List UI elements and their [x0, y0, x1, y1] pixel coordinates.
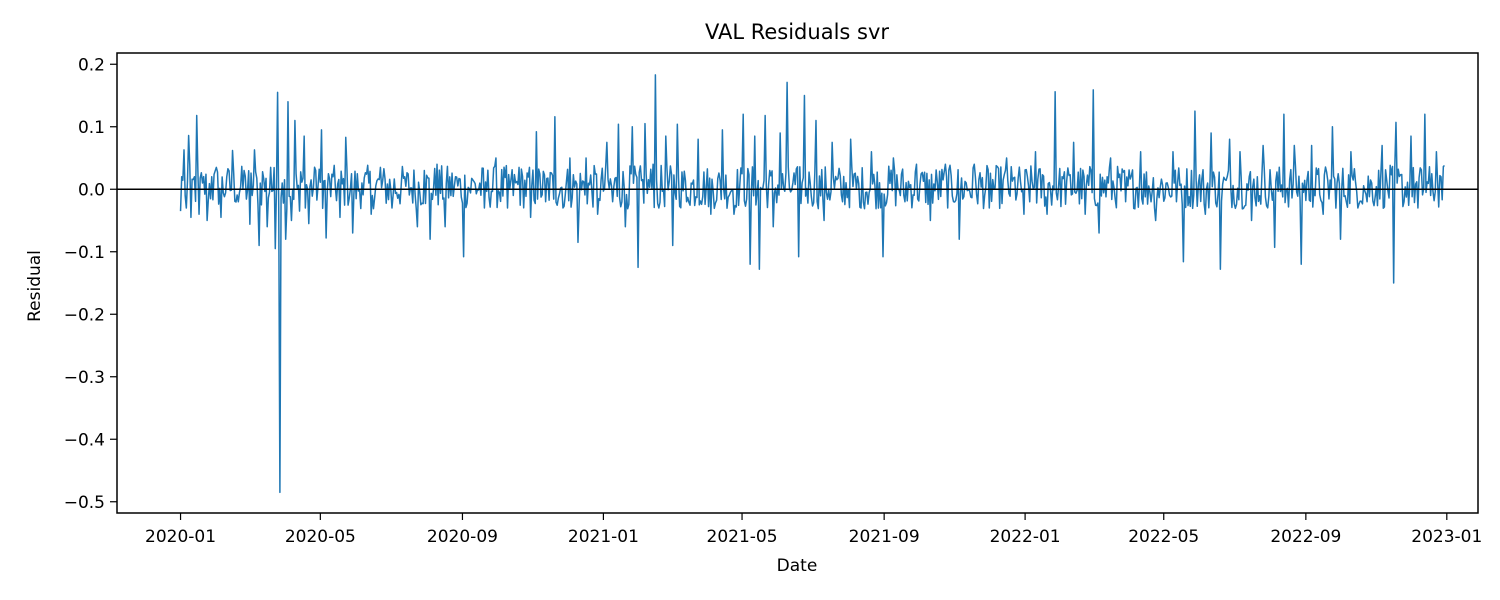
y-tick-label: 0.2	[78, 55, 105, 75]
y-axis-title: Residual	[25, 250, 45, 322]
x-tick-label: 2022-01	[990, 527, 1061, 547]
series-layer	[179, 74, 1445, 494]
x-tick-label: 2021-09	[849, 527, 920, 547]
y-tick-label: −0.5	[64, 493, 105, 513]
y-tick-label: 0.0	[78, 180, 105, 200]
x-tick-label: 2020-05	[285, 527, 356, 547]
x-tick-label: 2022-05	[1128, 527, 1199, 547]
x-tick-label: 2020-09	[427, 527, 498, 547]
x-tick-label: 2022-09	[1270, 527, 1341, 547]
x-tick-label: 2021-01	[568, 527, 639, 547]
residual-series-line	[179, 74, 1445, 494]
x-axis-title: Date	[777, 556, 818, 576]
y-tick-label: −0.2	[64, 305, 105, 325]
x-tick-label: 2023-01	[1411, 527, 1482, 547]
y-tick-label: −0.3	[64, 368, 105, 388]
chart-title: VAL Residuals svr	[705, 20, 889, 44]
y-tick-label: −0.4	[64, 430, 105, 450]
x-tick-label: 2020-01	[145, 527, 216, 547]
x-axis: 2020-01 2020-05 2020-09 2021-01 2021-05 2021-…	[145, 513, 1482, 547]
x-tick-label: 2021-05	[707, 527, 778, 547]
y-axis: 0.2 0.1 0.0 −0.1 −0.2 −0.3 −0.4 −0.5	[64, 55, 117, 513]
y-tick-label: 0.1	[78, 118, 105, 138]
y-tick-label: −0.1	[64, 243, 105, 263]
plot-frame	[116, 52, 1479, 514]
